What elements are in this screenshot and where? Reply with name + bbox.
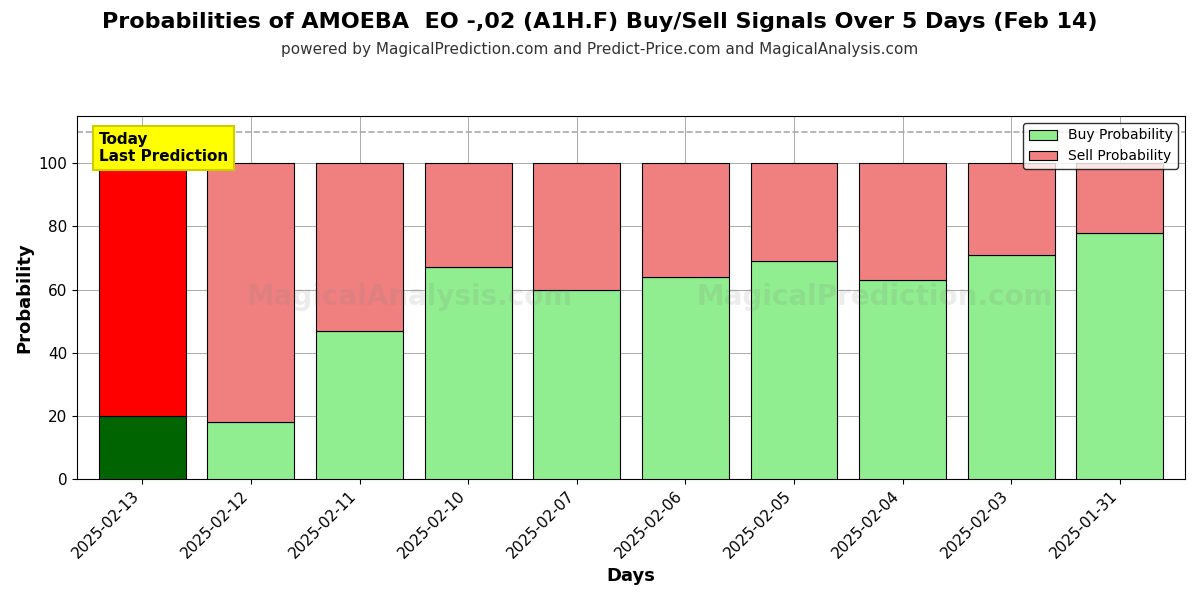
Text: Probabilities of AMOEBA  EO -,02 (A1H.F) Buy/Sell Signals Over 5 Days (Feb 14): Probabilities of AMOEBA EO -,02 (A1H.F) … (102, 12, 1098, 32)
Text: powered by MagicalPrediction.com and Predict-Price.com and MagicalAnalysis.com: powered by MagicalPrediction.com and Pre… (281, 42, 919, 57)
Bar (1076, 233, 1163, 479)
Bar (533, 163, 620, 290)
Legend: Buy Probability, Sell Probability: Buy Probability, Sell Probability (1024, 123, 1178, 169)
Bar (316, 163, 403, 331)
Bar (859, 280, 946, 479)
Bar (967, 255, 1055, 479)
Bar (425, 163, 511, 268)
Bar (533, 290, 620, 479)
Bar (967, 163, 1055, 255)
X-axis label: Days: Days (607, 567, 655, 585)
Text: MagicalPrediction.com: MagicalPrediction.com (696, 283, 1054, 311)
Y-axis label: Probability: Probability (14, 242, 32, 353)
Bar (1076, 163, 1163, 233)
Bar (750, 163, 838, 261)
Text: MagicalAnalysis.com: MagicalAnalysis.com (246, 283, 572, 311)
Bar (859, 163, 946, 280)
Bar (642, 163, 728, 277)
Text: Today
Last Prediction: Today Last Prediction (98, 132, 228, 164)
Bar (316, 331, 403, 479)
Bar (642, 277, 728, 479)
Bar (425, 268, 511, 479)
Bar (208, 422, 294, 479)
Bar (98, 163, 186, 416)
Bar (208, 163, 294, 422)
Bar (98, 416, 186, 479)
Bar (750, 261, 838, 479)
